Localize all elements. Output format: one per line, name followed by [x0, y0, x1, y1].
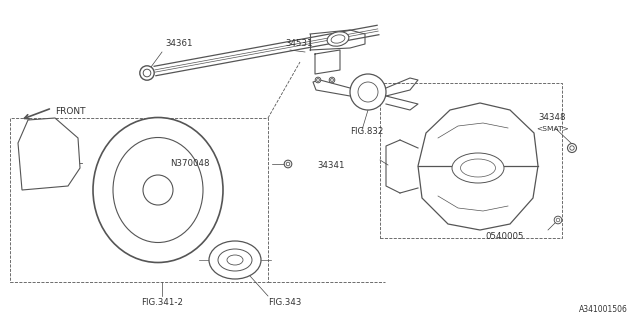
Ellipse shape [452, 153, 504, 183]
Circle shape [329, 77, 335, 83]
Text: FIG.341-2: FIG.341-2 [141, 298, 183, 307]
Ellipse shape [218, 249, 252, 271]
Circle shape [568, 143, 577, 153]
Text: <SMAT>: <SMAT> [536, 126, 569, 132]
Ellipse shape [93, 117, 223, 262]
Text: 34531: 34531 [285, 39, 312, 48]
Ellipse shape [331, 35, 345, 43]
Text: A341001506: A341001506 [579, 305, 628, 314]
Text: FIG.343: FIG.343 [268, 298, 301, 307]
Circle shape [331, 79, 333, 81]
Text: 34348: 34348 [538, 113, 566, 122]
Circle shape [286, 162, 290, 166]
Text: FRONT: FRONT [55, 107, 86, 116]
Bar [380, 83, 562, 238]
Circle shape [315, 77, 321, 83]
Circle shape [358, 82, 378, 102]
Text: 34341: 34341 [317, 161, 345, 170]
Text: 0540005: 0540005 [485, 232, 524, 241]
Ellipse shape [327, 32, 349, 46]
Circle shape [556, 218, 560, 222]
Ellipse shape [461, 159, 495, 177]
Ellipse shape [209, 241, 261, 279]
Circle shape [143, 69, 151, 77]
Circle shape [570, 146, 574, 150]
Circle shape [317, 79, 319, 81]
Ellipse shape [227, 255, 243, 265]
Text: FIG.832: FIG.832 [350, 127, 383, 137]
Text: 34361: 34361 [165, 39, 193, 48]
Text: N370048: N370048 [170, 159, 210, 169]
Ellipse shape [113, 138, 203, 243]
Polygon shape [18, 118, 80, 190]
Circle shape [140, 66, 154, 80]
Circle shape [350, 74, 386, 110]
Circle shape [554, 216, 562, 224]
Circle shape [143, 175, 173, 205]
Circle shape [284, 160, 292, 168]
